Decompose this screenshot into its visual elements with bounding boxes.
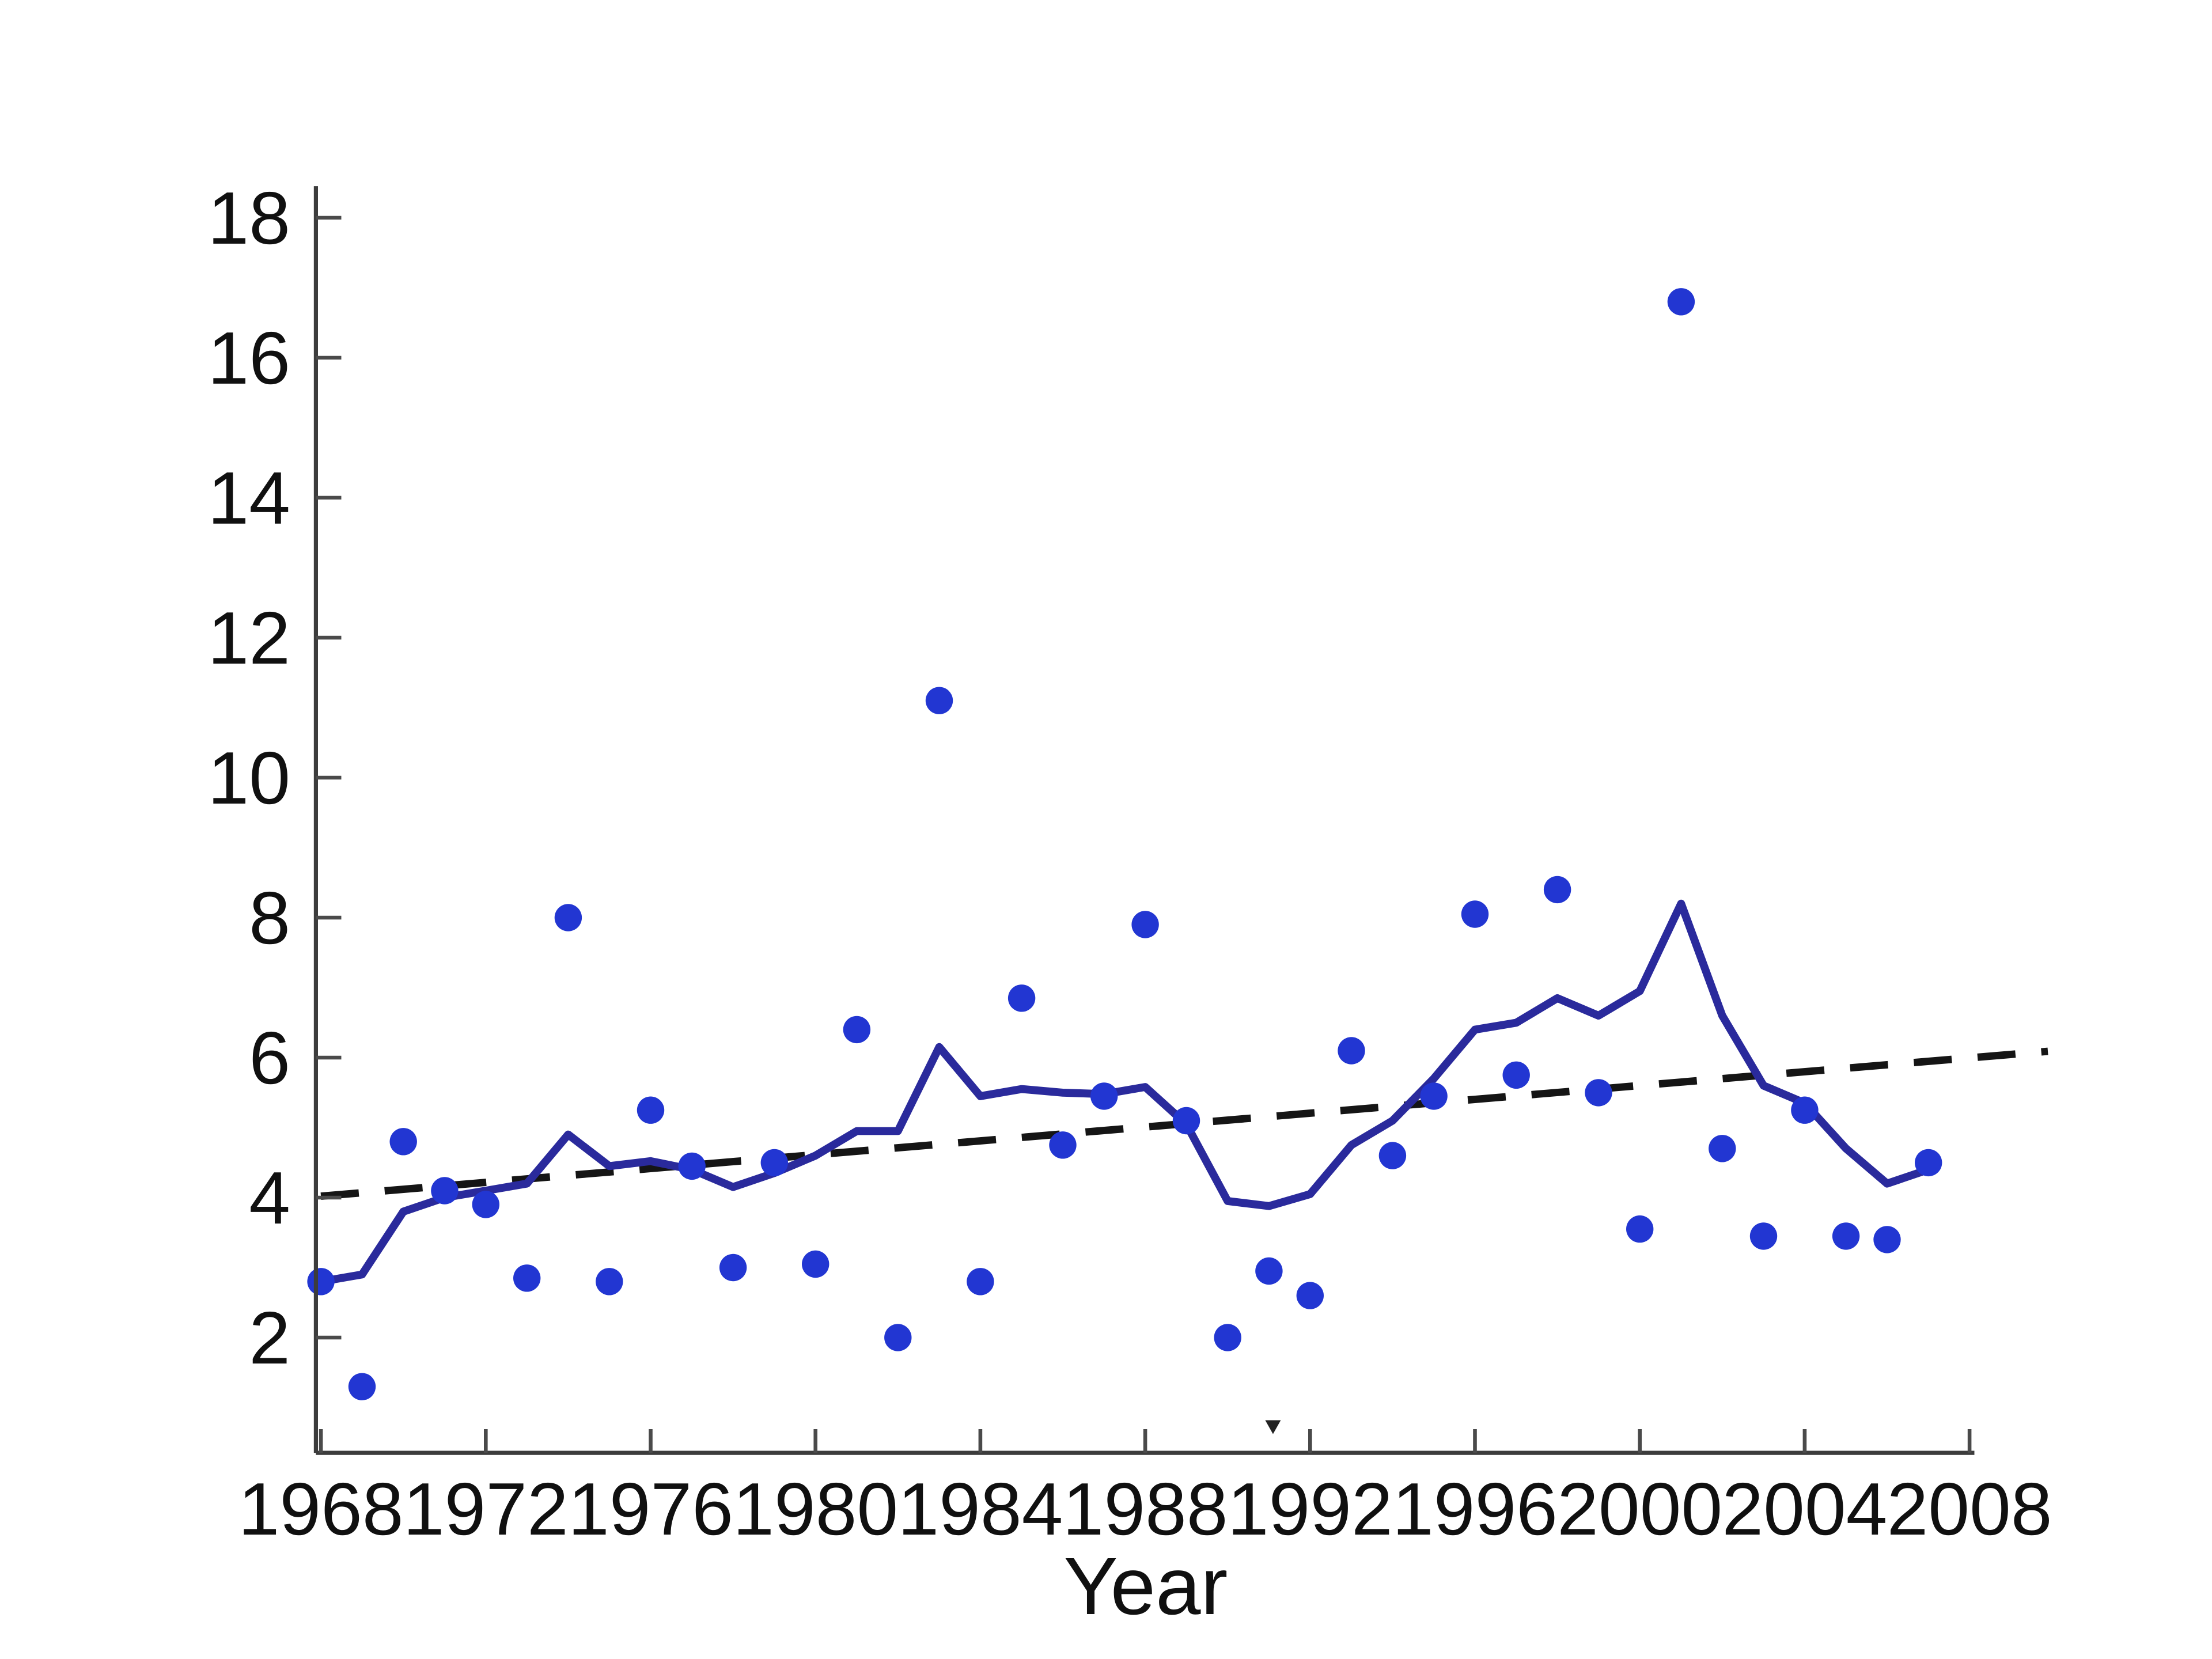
- data-point: [1543, 876, 1571, 904]
- x-tick-label: 1988: [1063, 1468, 1228, 1551]
- x-tick-label: 2004: [1722, 1468, 1887, 1551]
- data-point: [554, 904, 582, 931]
- y-tick-labels: 2 4 6 8 10 12 14 16 18: [208, 177, 291, 1380]
- y-tick-label: 12: [208, 597, 291, 680]
- data-point: [1749, 1222, 1778, 1250]
- x-tick-label: 1976: [568, 1468, 733, 1551]
- x-ticks: [319, 1429, 1972, 1453]
- y-tick-label: 4: [249, 1157, 290, 1240]
- data-point: [1296, 1282, 1324, 1309]
- data-point: [1461, 900, 1489, 928]
- data-point: [1585, 1079, 1612, 1107]
- data-point: [1214, 1324, 1241, 1351]
- x-tick-label: 1980: [733, 1468, 898, 1551]
- y-tick-label: 10: [208, 737, 291, 820]
- y-tick-label: 2: [249, 1297, 290, 1380]
- data-point: [884, 1324, 912, 1351]
- smoothed-average-line: [317, 899, 1933, 1286]
- data-point: [1007, 984, 1036, 1012]
- data-point: [925, 687, 953, 714]
- data-point: [637, 1096, 665, 1124]
- data-point: [1131, 911, 1159, 938]
- stray-mark: [1265, 1420, 1281, 1434]
- y-tick-label: 14: [208, 457, 291, 540]
- y-axis: 2 4 6 8 10 12 14 16 18: [208, 177, 342, 1453]
- x-tick-labels: 1968 1972 1976 1980 1984 1988 1992 1996 2000 2004…: [238, 1468, 2052, 1551]
- data-point: [1502, 1061, 1530, 1089]
- scatter-points: [307, 288, 1942, 1400]
- data-point: [1090, 1082, 1118, 1110]
- data-point: [678, 1152, 706, 1180]
- data-point: [1338, 1037, 1365, 1065]
- plot-area: [307, 288, 2048, 1434]
- y-tick-label: 18: [208, 177, 291, 260]
- data-point: [967, 1268, 994, 1296]
- x-axis-title: Year: [1064, 1540, 1228, 1631]
- y-tick-label: 8: [249, 877, 290, 960]
- y-tick-label: 6: [249, 1017, 290, 1100]
- data-point: [348, 1373, 376, 1400]
- x-tick-label: 1984: [897, 1468, 1063, 1551]
- x-tick-label: 2000: [1557, 1468, 1722, 1551]
- y-tick-label: 16: [208, 317, 291, 400]
- x-tick-label: 1972: [403, 1468, 569, 1551]
- data-point: [1255, 1257, 1283, 1285]
- x-tick-label: 1992: [1228, 1468, 1393, 1551]
- data-point: [1172, 1107, 1200, 1135]
- data-point: [719, 1253, 747, 1282]
- data-point: [472, 1191, 499, 1218]
- data-point: [1420, 1082, 1448, 1110]
- x-tick-label: 2008: [1887, 1468, 2052, 1551]
- data-point: [1709, 1135, 1736, 1162]
- data-point: [1626, 1215, 1654, 1243]
- data-point: [389, 1128, 417, 1156]
- data-point: [431, 1177, 459, 1205]
- x-axis: 1968 1972 1976 1980 1984 1988 1992 1996 2000 2004…: [238, 1429, 2052, 1631]
- data-point: [1832, 1222, 1860, 1250]
- data-point: [843, 1016, 871, 1044]
- y-ticks: [316, 215, 342, 1340]
- data-point: [802, 1250, 830, 1278]
- x-tick-label: 1968: [238, 1468, 404, 1551]
- data-point: [513, 1264, 541, 1292]
- data-point: [1378, 1142, 1407, 1169]
- x-tick-label: 1996: [1392, 1468, 1558, 1551]
- data-point: [1873, 1226, 1901, 1253]
- data-point: [1049, 1131, 1077, 1159]
- data-point: [1667, 288, 1695, 316]
- data-point: [760, 1149, 788, 1177]
- data-point: [1791, 1096, 1819, 1124]
- data-point: [596, 1268, 623, 1296]
- data-point: [307, 1268, 335, 1296]
- data-point: [1915, 1149, 1942, 1177]
